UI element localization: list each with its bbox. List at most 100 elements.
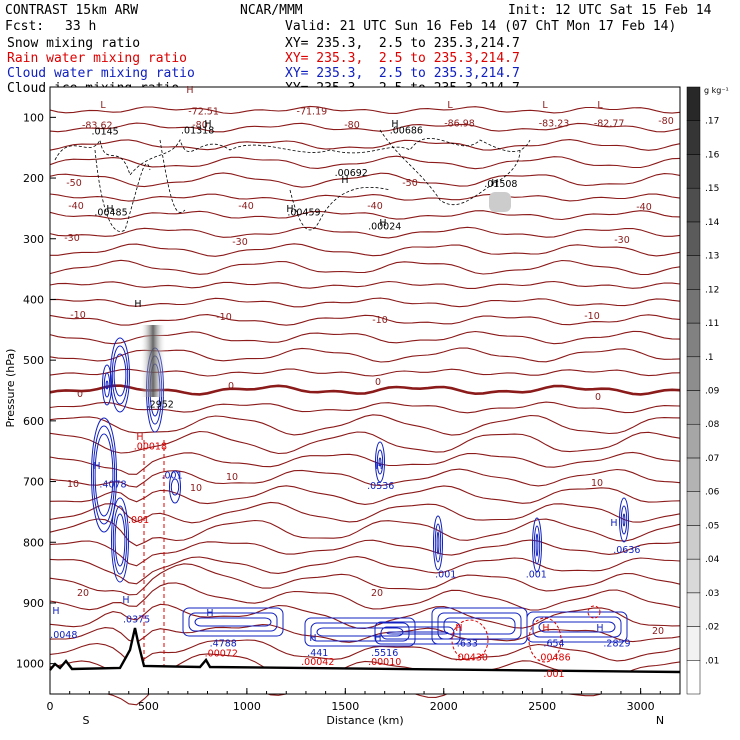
y-tick-label: 600: [23, 415, 44, 428]
x-tick-label: 3000: [627, 700, 655, 713]
y-tick-label: 1000: [16, 658, 44, 671]
cloud-ice-shading: [489, 192, 511, 212]
high-marker: H: [204, 119, 211, 130]
colorbar-swatch: [687, 256, 700, 290]
high-marker: H: [455, 623, 462, 634]
isotherm-label: 0: [77, 389, 83, 400]
high-marker: H: [379, 218, 386, 229]
x-tick-label: 2000: [430, 700, 458, 713]
field-annotation: -83.23: [539, 118, 570, 129]
field-annotation: .00692: [335, 168, 368, 179]
colorbar-swatch: [687, 121, 700, 155]
isotherm-label: -50: [402, 178, 418, 189]
high-marker: H: [122, 595, 129, 606]
high-marker: H: [186, 85, 193, 96]
field-annotation: .2952: [147, 399, 174, 410]
field-annotation: .00018: [134, 441, 167, 452]
x-tick-label: 0: [47, 700, 54, 713]
colorbar-level-label: .03: [705, 589, 719, 599]
high-marker: H: [374, 633, 381, 644]
x-end-label-south: S: [83, 714, 90, 727]
x-tick-label: 2500: [528, 700, 556, 713]
field-annotation: -71.19: [297, 106, 328, 117]
high-marker: H: [286, 204, 293, 215]
colorbar-swatch: [687, 458, 700, 492]
colorbar-level-label: .15: [705, 184, 719, 194]
colorbar-level-label: .17: [705, 117, 719, 127]
high-marker: H: [309, 633, 316, 644]
high-marker: H: [542, 623, 549, 634]
low-marker: L: [100, 100, 106, 111]
field-annotation: .0048: [50, 630, 77, 641]
isotherm-label: -40: [238, 201, 254, 212]
field-annotation: .0636: [613, 545, 640, 556]
isotherm-label: 20: [371, 588, 383, 599]
colorbar-level-label: .16: [705, 150, 720, 160]
colorbar-level-label: .12: [705, 285, 719, 295]
field-annotation: .633: [457, 639, 478, 650]
colorbar-level-label: .07: [705, 454, 719, 464]
colorbar-swatch: [687, 559, 700, 593]
colorbar-level-label: .04: [705, 555, 720, 565]
y-tick-label: 200: [23, 172, 44, 185]
isotherm-label: 20: [652, 626, 664, 637]
high-marker: H: [341, 175, 348, 186]
field-annotation: .001: [161, 471, 182, 482]
y-tick-label: 500: [23, 354, 44, 367]
isotherm-label: -80: [658, 116, 674, 127]
colorbar-swatch: [687, 188, 700, 222]
isotherm-label: -10: [216, 312, 232, 323]
colorbar-swatch: [687, 627, 700, 661]
isotherm-label: -10: [372, 315, 388, 326]
isotherm-label: -40: [367, 201, 383, 212]
field-annotation: .0145: [92, 126, 119, 137]
isotherm-label: 10: [190, 483, 202, 494]
x-end-label-north: N: [656, 714, 664, 727]
field-annotation: .00430: [455, 653, 488, 664]
y-tick-label: 300: [23, 233, 44, 246]
field-annotation: .01508: [484, 179, 517, 190]
high-marker: H: [610, 518, 617, 529]
field-annotation: -82.77: [594, 118, 625, 129]
isotherm-label: 10: [591, 478, 603, 489]
high-marker: H: [134, 299, 141, 310]
colorbar-swatch: [687, 593, 700, 627]
isotherm-label: -30: [232, 237, 248, 248]
colorbar-level-label: .01: [705, 656, 719, 666]
colorbar-swatch: [687, 391, 700, 425]
field-annotation: .001: [543, 669, 564, 680]
high-marker: H: [596, 623, 603, 634]
isotherm-label: -40: [636, 202, 652, 213]
colorbar-swatch: [687, 289, 700, 323]
high-marker: H: [106, 204, 113, 215]
field-annotation: -86.98: [444, 118, 475, 129]
y-tick-label: 800: [23, 536, 44, 549]
colorbar-level-label: .09: [705, 387, 720, 397]
low-marker: L: [597, 100, 603, 111]
isotherm-label: 0: [595, 392, 601, 403]
colorbar-level-label: .14: [705, 218, 720, 228]
colorbar-swatch: [687, 323, 700, 357]
isotherm-label: -10: [584, 311, 600, 322]
isotherm-label: -30: [64, 233, 80, 244]
colorbar-level-label: .02: [705, 623, 719, 633]
isotherm-label: 10: [226, 472, 238, 483]
isotherm-label: -80: [344, 120, 360, 131]
field-annotation: .001: [526, 569, 547, 580]
isotherm-label: -50: [66, 178, 82, 189]
colorbar-level-label: .06: [705, 488, 720, 498]
y-tick-label: 100: [23, 111, 44, 124]
colorbar-unit: g kg⁻¹: [704, 86, 729, 95]
x-tick-label: 1000: [233, 700, 261, 713]
field-annotation: .001: [128, 515, 149, 526]
high-marker: H: [93, 461, 100, 472]
field-annotation: .0536: [367, 481, 394, 492]
colorbar-level-label: .1: [705, 353, 714, 363]
colorbar-swatch: [687, 492, 700, 526]
high-marker: H: [375, 461, 382, 472]
colorbar-swatch: [687, 222, 700, 256]
x-tick-label: 1500: [331, 700, 359, 713]
isotherm-label: 0: [375, 377, 381, 388]
colorbar-level-label: .05: [705, 521, 719, 531]
